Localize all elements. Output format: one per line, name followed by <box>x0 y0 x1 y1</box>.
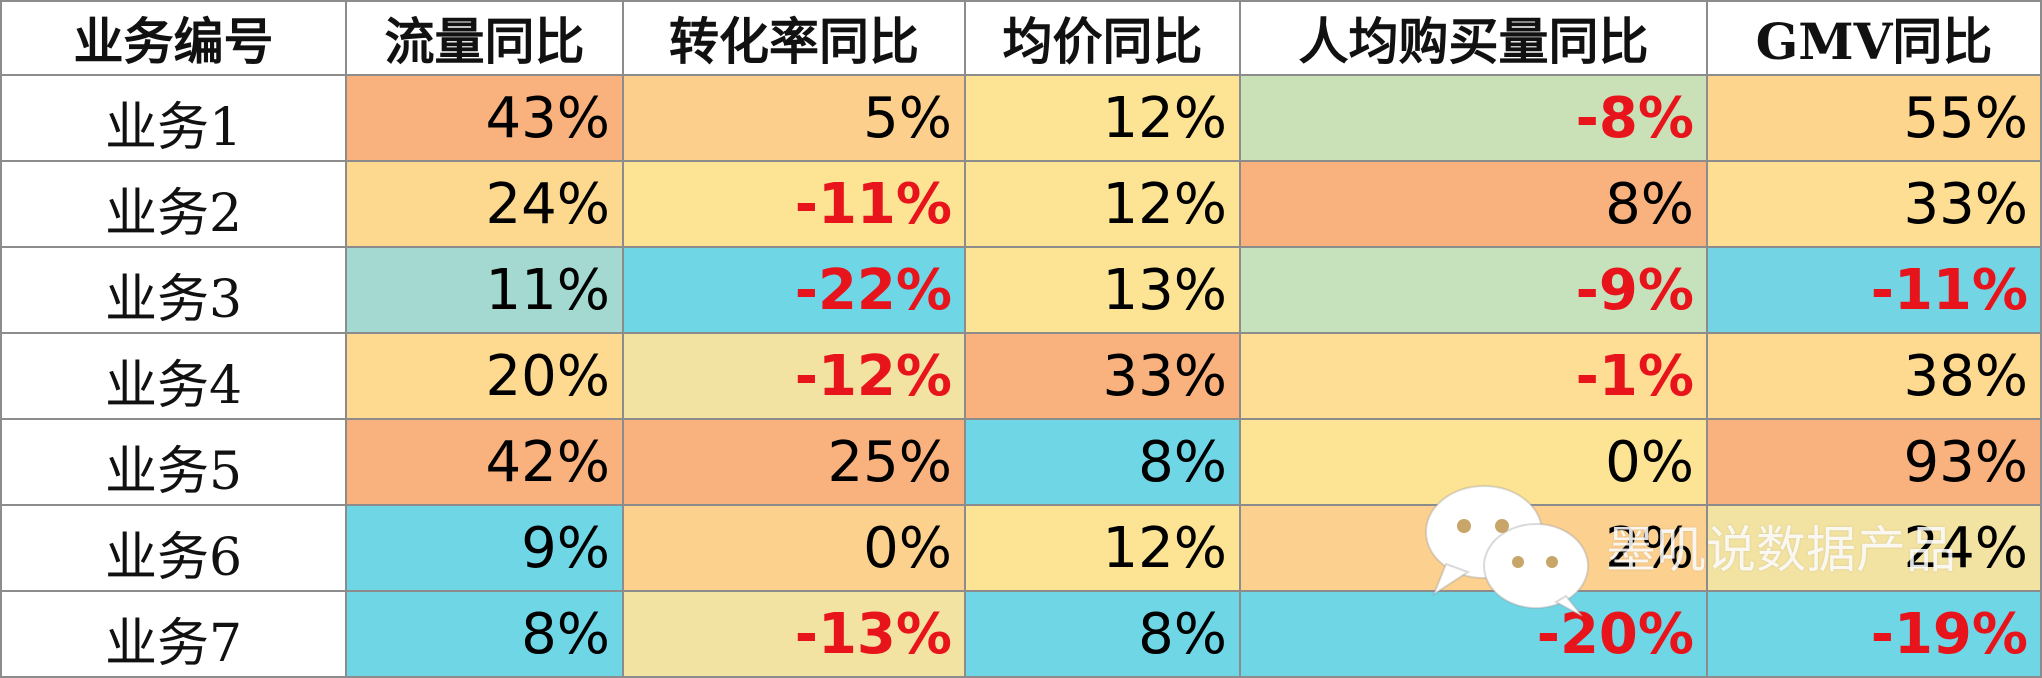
value-cell: -20% <box>1239 590 1708 678</box>
value-cell: 2% <box>1239 504 1708 592</box>
value-cell: 93% <box>1706 418 2042 506</box>
value-cell: 20% <box>345 332 624 420</box>
value-cell: 8% <box>964 590 1241 678</box>
header-per-capita-purchase-yoy: 人均购买量同比 <box>1239 0 1708 76</box>
value-cell: 12% <box>964 504 1241 592</box>
table-row: 业务6 9% 0% 12% 2% 24% <box>0 504 2042 592</box>
row-label: 业务5 <box>0 418 347 506</box>
row-label: 业务1 <box>0 74 347 162</box>
header-gmv-yoy: GMV同比 <box>1706 0 2042 76</box>
value-cell: 8% <box>964 418 1241 506</box>
value-cell: -11% <box>622 160 966 248</box>
value-cell: 0% <box>1239 418 1708 506</box>
row-label: 业务7 <box>0 590 347 678</box>
value-cell: 5% <box>622 74 966 162</box>
value-cell: 33% <box>1706 160 2042 248</box>
value-cell: 25% <box>622 418 966 506</box>
table-row: 业务3 11% -22% 13% -9% -11% <box>0 246 2042 334</box>
value-cell: 55% <box>1706 74 2042 162</box>
value-cell: 8% <box>1239 160 1708 248</box>
value-cell: 33% <box>964 332 1241 420</box>
value-cell: -9% <box>1239 246 1708 334</box>
header-business-id: 业务编号 <box>0 0 347 76</box>
table-row: 业务5 42% 25% 8% 0% 93% <box>0 418 2042 506</box>
row-label: 业务4 <box>0 332 347 420</box>
row-label: 业务6 <box>0 504 347 592</box>
header-traffic-yoy: 流量同比 <box>345 0 624 76</box>
row-label: 业务2 <box>0 160 347 248</box>
value-cell: -12% <box>622 332 966 420</box>
row-label: 业务3 <box>0 246 347 334</box>
value-cell: 11% <box>345 246 624 334</box>
value-cell: 12% <box>964 160 1241 248</box>
value-cell: -19% <box>1706 590 2042 678</box>
value-cell: -13% <box>622 590 966 678</box>
header-avg-price-yoy: 均价同比 <box>964 0 1241 76</box>
header-conversion-yoy: 转化率同比 <box>622 0 966 76</box>
value-cell: -1% <box>1239 332 1708 420</box>
value-cell: 24% <box>345 160 624 248</box>
table-row: 业务4 20% -12% 33% -1% 38% <box>0 332 2042 420</box>
table-row: 业务7 8% -13% 8% -20% -19% <box>0 590 2042 678</box>
value-cell: 43% <box>345 74 624 162</box>
value-cell: 38% <box>1706 332 2042 420</box>
value-cell: 12% <box>964 74 1241 162</box>
table-row: 业务2 24% -11% 12% 8% 33% <box>0 160 2042 248</box>
value-cell: 9% <box>345 504 624 592</box>
value-cell: 0% <box>622 504 966 592</box>
value-cell: 24% <box>1706 504 2042 592</box>
table-row: 业务1 43% 5% 12% -8% 55% <box>0 74 2042 162</box>
value-cell: 8% <box>345 590 624 678</box>
value-cell: -11% <box>1706 246 2042 334</box>
value-cell: -22% <box>622 246 966 334</box>
value-cell: 13% <box>964 246 1241 334</box>
header-row: 业务编号 流量同比 转化率同比 均价同比 人均购买量同比 GMV同比 <box>0 0 2042 76</box>
value-cell: 42% <box>345 418 624 506</box>
value-cell: -8% <box>1239 74 1708 162</box>
